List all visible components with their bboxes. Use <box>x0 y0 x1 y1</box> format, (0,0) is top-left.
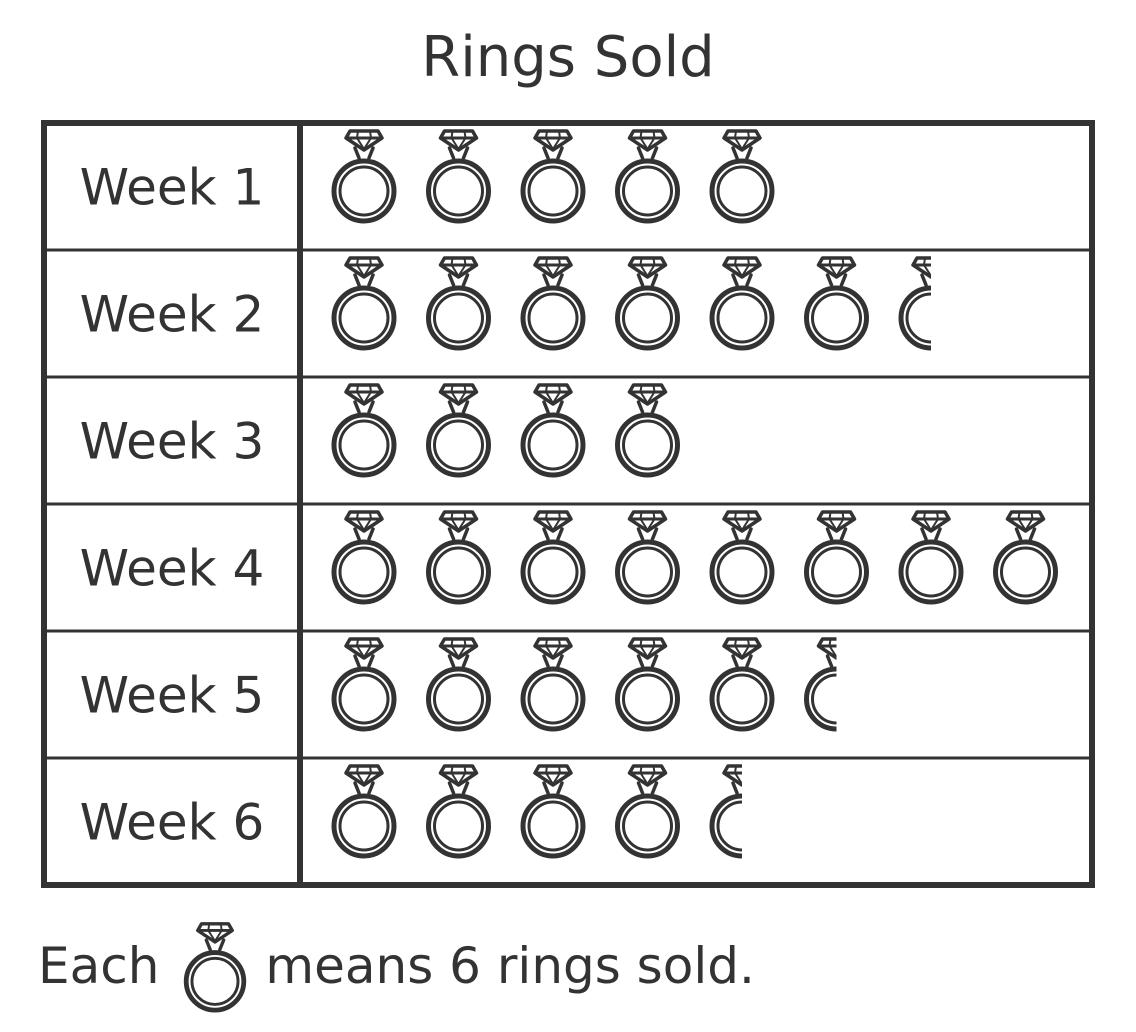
ring-icon <box>807 258 867 348</box>
ring-icon <box>901 512 961 602</box>
ring-icon <box>712 639 772 729</box>
ring-icon <box>712 131 772 221</box>
legend-prefix: Each <box>38 937 160 995</box>
ring-icon <box>712 258 772 348</box>
legend-suffix: means 6 rings sold. <box>265 937 755 995</box>
half-ring-icon <box>712 766 772 856</box>
ring-icon <box>334 766 394 856</box>
ring-icon <box>618 766 678 856</box>
row-label-1: Week 1 <box>80 159 265 217</box>
ring-icon <box>618 258 678 348</box>
ring-icon <box>429 385 489 475</box>
ring-icon <box>523 131 583 221</box>
row-label-4: Week 4 <box>80 540 265 598</box>
ring-icon <box>429 766 489 856</box>
ring-icon <box>429 258 489 348</box>
ring-icon <box>618 131 678 221</box>
ring-icon <box>334 639 394 729</box>
ring-icon <box>996 512 1056 602</box>
ring-icon <box>523 512 583 602</box>
row-label-3: Week 3 <box>80 413 265 471</box>
ring-icon <box>429 639 489 729</box>
ring-icon <box>334 512 394 602</box>
ring-icon <box>523 385 583 475</box>
row-label-6: Week 6 <box>80 794 265 852</box>
ring-icon <box>334 258 394 348</box>
legend: Each means 6 rings sold. <box>38 918 755 1014</box>
ring-icon <box>523 639 583 729</box>
ring-icon <box>429 131 489 221</box>
ring-icon <box>429 512 489 602</box>
ring-icon <box>334 131 394 221</box>
ring-icon <box>523 258 583 348</box>
row-label-5: Week 5 <box>80 667 265 725</box>
ring-icon <box>807 512 867 602</box>
ring-icon <box>712 512 772 602</box>
chart-title: Rings Sold <box>421 25 715 90</box>
half-ring-icon <box>901 258 961 348</box>
ring-icon <box>523 766 583 856</box>
half-ring-icon <box>807 639 867 729</box>
row-label-2: Week 2 <box>80 286 265 344</box>
ring-icon <box>618 512 678 602</box>
ring-icon <box>618 639 678 729</box>
legend-ring-icon <box>179 918 251 1014</box>
ring-icon <box>618 385 678 475</box>
ring-icon <box>334 385 394 475</box>
